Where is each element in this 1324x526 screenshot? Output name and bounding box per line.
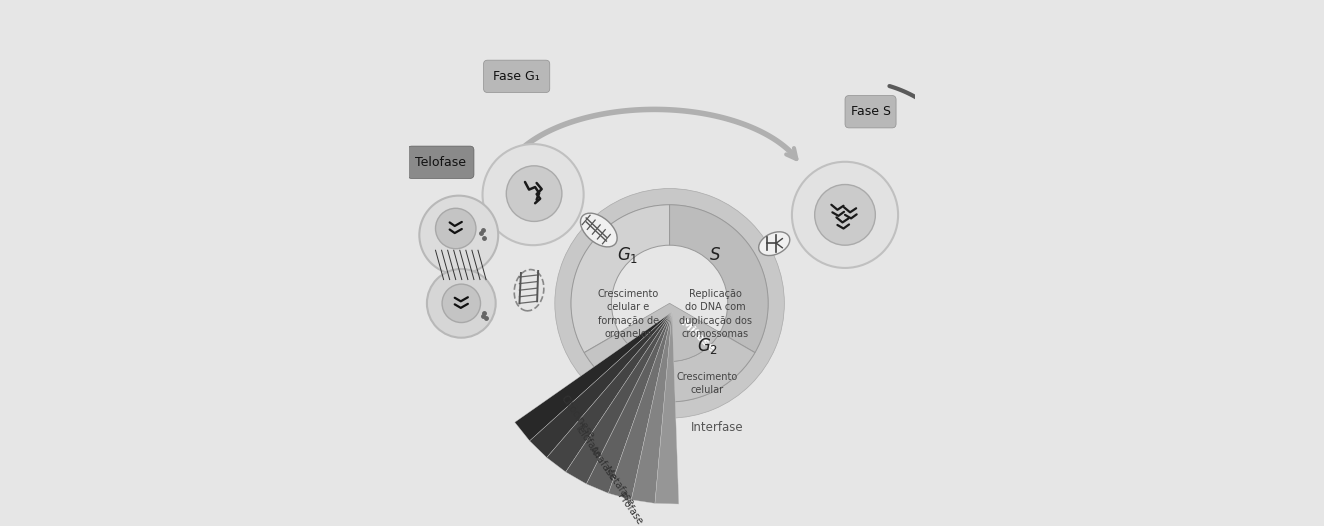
Text: Anafase: Anafase [587,444,618,482]
Circle shape [442,284,481,322]
Text: Metafase: Metafase [601,465,636,508]
Ellipse shape [1001,411,1010,431]
FancyBboxPatch shape [845,96,896,128]
Ellipse shape [1021,411,1030,431]
Text: Fase G₁: Fase G₁ [494,70,540,83]
Text: Citocinese: Citocinese [559,393,596,441]
Text: $G_1$: $G_1$ [617,245,638,265]
Text: Crescimento
celular: Crescimento celular [677,371,737,395]
Text: Telofase: Telofase [416,156,466,169]
Ellipse shape [580,213,617,247]
Circle shape [426,269,495,338]
Ellipse shape [1021,393,1030,413]
Circle shape [506,166,561,221]
Circle shape [814,185,875,245]
Circle shape [792,162,898,268]
Wedge shape [584,332,755,402]
Text: Crescimento
celular e
formação de
organelos: Crescimento celular e formação de organe… [597,289,659,339]
Polygon shape [655,312,679,504]
Wedge shape [620,304,720,361]
Ellipse shape [1012,402,1021,422]
Ellipse shape [1012,411,1021,431]
Polygon shape [632,312,673,503]
Ellipse shape [1031,411,1041,431]
Ellipse shape [759,232,790,256]
Polygon shape [609,312,673,500]
Ellipse shape [1021,402,1030,422]
Text: Fase S: Fase S [850,105,891,118]
Text: Mitose: Mitose [679,318,716,354]
Wedge shape [571,205,670,352]
Polygon shape [587,312,673,493]
Polygon shape [515,312,673,441]
Ellipse shape [1001,402,1010,422]
FancyBboxPatch shape [408,146,474,178]
Wedge shape [555,188,784,418]
Circle shape [420,196,498,275]
Text: Profase: Profase [616,491,645,526]
Text: Replicação
do DNA com
duplicação dos
cromossomas: Replicação do DNA com duplicação dos cro… [679,289,752,339]
Wedge shape [670,205,768,352]
Text: Telofase: Telofase [572,422,604,460]
Text: $G_2$: $G_2$ [696,336,718,356]
Ellipse shape [1012,393,1021,413]
FancyBboxPatch shape [483,60,549,93]
Circle shape [436,208,475,249]
Circle shape [482,144,584,245]
Polygon shape [530,312,673,458]
Ellipse shape [1031,393,1041,413]
Circle shape [988,379,1054,445]
Polygon shape [547,312,673,472]
Text: $S$: $S$ [710,246,722,264]
Text: Interfase: Interfase [691,421,744,434]
Polygon shape [565,312,673,484]
Ellipse shape [1031,402,1041,422]
Ellipse shape [1001,393,1010,413]
